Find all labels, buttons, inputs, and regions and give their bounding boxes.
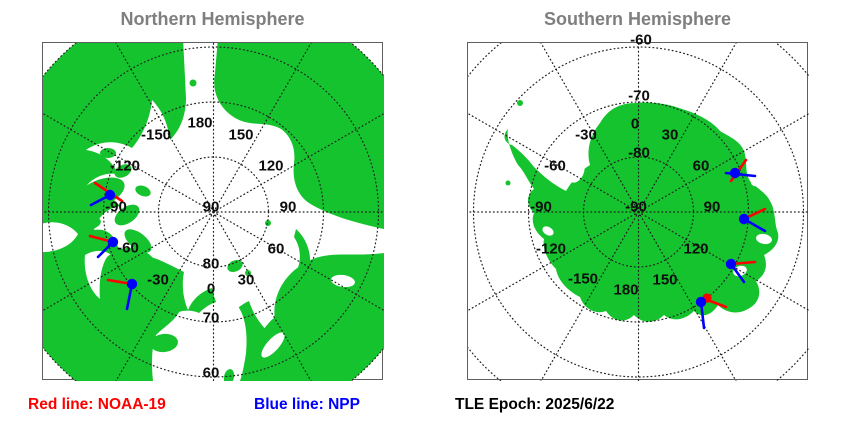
satellite-position-dot	[104, 189, 116, 201]
scandinavia	[242, 267, 384, 381]
satellite-position-dot	[729, 167, 741, 179]
arctic-island	[100, 148, 116, 158]
severnaya-islet	[276, 114, 282, 120]
coastal-bay	[567, 159, 585, 183]
coastal-bay	[756, 233, 772, 245]
north-map-canvas	[43, 43, 384, 381]
amundsen-gulf	[43, 222, 78, 253]
south-satellite-markers	[695, 158, 767, 330]
legend-red-line: Red line: NOAA-19	[28, 396, 166, 413]
south-hemisphere-map: 0 30 -30 60 -60 90 -90 120 -120 150 -150 180 -90 -80 -…	[467, 32, 809, 381]
arctic-island	[114, 164, 132, 178]
latitude-label: 80	[202, 255, 220, 273]
longitude-label: -120	[109, 157, 141, 175]
longitude-label: 90	[703, 198, 721, 216]
longitude-label: -60	[117, 239, 139, 257]
novaya-zemlya	[294, 229, 311, 274]
arctic-island	[114, 204, 140, 226]
svalbard-islet	[245, 270, 251, 276]
north-map-title: Northern Hemisphere	[120, 9, 305, 29]
north-satellite-markers	[88, 181, 138, 311]
satellite-position-dot	[695, 296, 707, 308]
latitude-label: -60	[630, 31, 652, 49]
latitude-label: 70	[202, 309, 220, 327]
longitude-label: 180	[187, 114, 213, 132]
longitude-label: -150	[567, 270, 599, 288]
longitude-label: -150	[140, 126, 172, 144]
svalbard	[227, 259, 243, 273]
arctic-ocean	[82, 43, 384, 341]
longitude-label: 60	[692, 157, 710, 175]
longitude-label: 120	[683, 240, 709, 258]
satellite-position-dot	[126, 278, 138, 290]
longitude-label: 60	[267, 240, 285, 258]
arctic-island	[81, 216, 101, 230]
latitude-label: -70	[628, 87, 650, 105]
victoria-island	[75, 177, 125, 209]
ellesmere-island	[124, 229, 152, 253]
longitude-label: -90	[105, 198, 127, 216]
baffin-island	[57, 278, 93, 324]
severnaya-zemlya	[266, 102, 276, 112]
longitude-label: 150	[652, 271, 678, 289]
longitude-label: 180	[613, 281, 639, 299]
franz-josef-land	[265, 220, 271, 226]
north-graticule	[43, 43, 384, 381]
banks-island	[62, 167, 84, 183]
white-sea	[331, 274, 355, 288]
latitude-label: 60	[202, 364, 220, 382]
longitude-label: 0	[630, 115, 640, 133]
wrangel-island	[189, 79, 197, 87]
longitude-label: 30	[237, 271, 255, 289]
coastal-bay	[542, 226, 554, 236]
latitude-label: 90	[202, 198, 220, 216]
satellite-position-dot	[725, 258, 737, 270]
longitude-label: -30	[575, 126, 597, 144]
latitude-label: -90	[625, 198, 647, 216]
longitude-label: -60	[544, 157, 566, 175]
arctic-island	[135, 185, 151, 197]
baltic-sea	[261, 332, 285, 358]
tle-epoch-label: TLE Epoch: 2025/6/22	[455, 396, 615, 413]
longitude-label: 0	[206, 280, 216, 298]
south-map-canvas	[468, 43, 809, 381]
longitude-label: 120	[258, 157, 284, 175]
longitude-label: -120	[535, 240, 567, 258]
longitude-label: 150	[228, 126, 254, 144]
longitude-label: 90	[279, 198, 297, 216]
laptev-bay	[258, 132, 280, 150]
iceland	[150, 333, 178, 353]
latitude-label: -80	[628, 144, 650, 162]
north-hemisphere-map: 180 -150 150 -120 120 -90 90 -60 60 -30 30 0 90 80 70 6…	[42, 42, 384, 382]
south-map-title: Southern Hemisphere	[543, 9, 732, 29]
britain	[223, 369, 235, 381]
satellite-position-dot	[738, 213, 750, 225]
longitude-label: 30	[661, 126, 679, 144]
longitude-label: -30	[147, 271, 169, 289]
longitude-label: -90	[530, 198, 552, 216]
south-islet	[517, 100, 523, 106]
south-islet	[505, 180, 511, 186]
legend-bar: Red line: NOAA-19 Blue line: NPP TLE Epo…	[0, 396, 850, 418]
legend-blue-line: Blue line: NPP	[254, 396, 360, 413]
satellite-position-dot	[107, 236, 119, 248]
south-graticule	[468, 43, 809, 381]
